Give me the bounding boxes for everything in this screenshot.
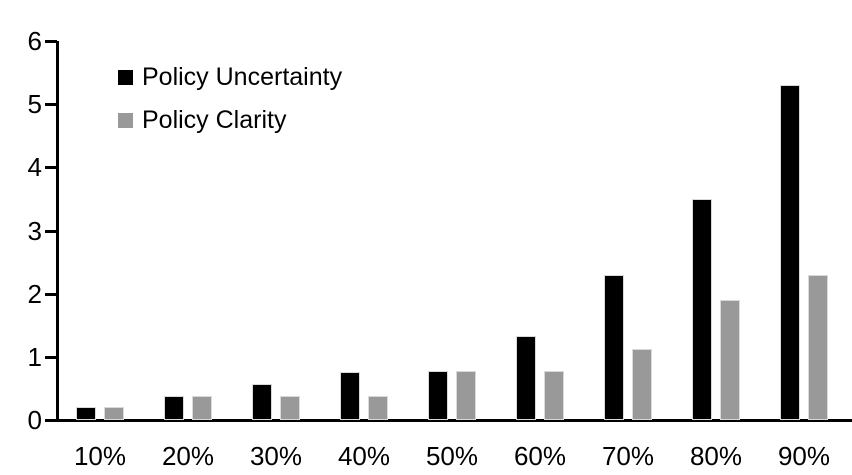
bar-policy-clarity-50% [456,371,476,420]
bar-policy-uncertainty-30% [252,384,272,420]
bar-policy-clarity-80% [720,300,740,420]
y-tick [45,229,57,233]
x-tick-label: 50% [425,441,479,471]
bar-policy-uncertainty-40% [340,372,360,420]
bar-policy-clarity-90% [808,275,828,420]
y-tick-label: 1 [27,341,42,372]
legend-item-policy-clarity: Policy Clarity [118,106,342,135]
x-tick-label: 70% [601,441,655,471]
y-tick-label: 3 [27,215,42,246]
legend: Policy Uncertainty Policy Clarity [118,63,342,135]
y-tick-label: 6 [27,26,42,56]
x-tick-label: 10% [73,441,127,471]
bar-policy-uncertainty-10% [76,407,96,420]
bar-policy-uncertainty-60% [516,336,536,420]
legend-swatch-policy-clarity [118,113,133,128]
bar-policy-uncertainty-20% [164,396,184,420]
y-tick [45,40,57,43]
bar-policy-uncertainty-50% [428,371,448,420]
bar-policy-clarity-70% [632,349,652,420]
legend-item-policy-uncertainty: Policy Uncertainty [118,63,342,92]
bar-policy-clarity-60% [544,371,564,420]
y-axis-line [56,41,59,421]
bar-policy-uncertainty-90% [780,85,800,420]
bar-policy-clarity-30% [280,396,300,420]
bar-policy-uncertainty-80% [692,199,712,420]
x-tick-label: 30% [249,441,303,471]
bar-policy-uncertainty-70% [604,275,624,420]
y-tick [45,166,57,170]
y-tick-label: 4 [27,152,42,183]
y-tick-label: 0 [27,405,42,435]
y-tick-label: 2 [27,278,42,309]
legend-swatch-policy-uncertainty [118,70,133,85]
x-tick-label: 60% [513,441,567,471]
x-tick-label: 40% [337,441,391,471]
x-tick-label: 90% [777,441,831,471]
bar-policy-clarity-10% [104,407,124,420]
y-tick-label: 5 [27,89,42,120]
y-tick [45,355,57,359]
x-axis-line [45,419,852,422]
x-tick-label: 20% [161,441,215,471]
y-tick [45,292,57,296]
bar-policy-clarity-40% [368,396,388,420]
y-tick [45,103,57,107]
y-tick [45,419,57,422]
x-tick-label: 80% [689,441,743,471]
bar-policy-clarity-20% [192,396,212,420]
legend-label-policy-clarity: Policy Clarity [142,106,287,134]
legend-label-policy-uncertainty: Policy Uncertainty [142,63,343,91]
